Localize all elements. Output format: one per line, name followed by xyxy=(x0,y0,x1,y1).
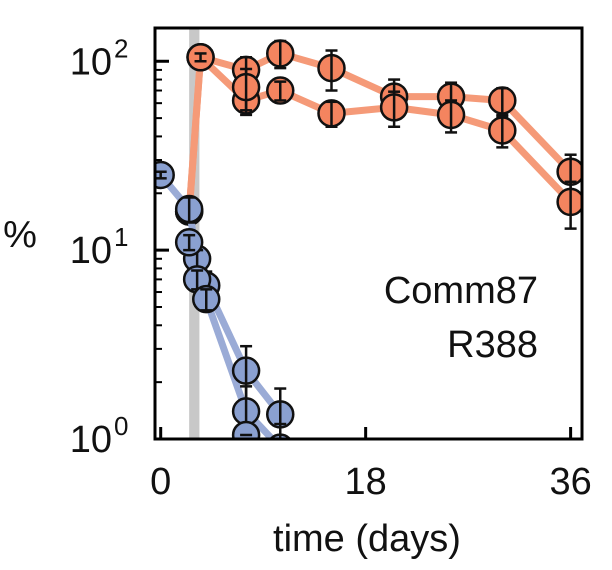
x-tick-label: 36 xyxy=(549,461,591,503)
y-tick-exponent: 0 xyxy=(114,411,128,441)
x-tick-label: 0 xyxy=(150,461,171,503)
y-tick-label: 10 xyxy=(70,41,112,83)
y-axis-label: % xyxy=(3,214,37,256)
series-layer xyxy=(155,39,582,439)
y-tick-exponent: 2 xyxy=(114,33,128,63)
annotation-line-2: R388 xyxy=(447,324,538,366)
data-point xyxy=(155,160,175,190)
y-tick-exponent: 1 xyxy=(114,222,128,252)
x-axis-label: time (days) xyxy=(273,518,461,560)
plot-frame xyxy=(153,26,584,441)
x-tick-label: 18 xyxy=(345,461,387,503)
y-tick-label: 10 xyxy=(70,419,112,461)
data-point xyxy=(231,420,261,439)
y-tick-label: 10 xyxy=(70,230,112,272)
annotation-line-1: Comm87 xyxy=(384,270,538,312)
